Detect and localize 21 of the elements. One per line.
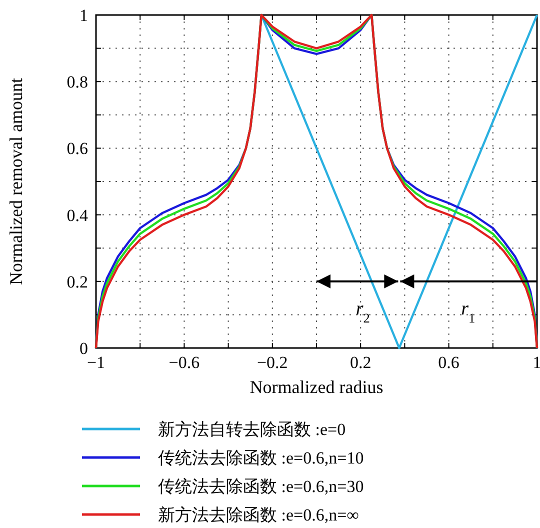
x-tick-label: −0.6	[168, 353, 200, 372]
y-axis-title: Normalized removal amount	[6, 78, 26, 285]
x-tick-label: 0.6	[438, 353, 460, 372]
y-tick-label: 1	[80, 6, 88, 25]
x-tick-label: −1	[86, 353, 106, 372]
y-tick-label: 0	[80, 338, 88, 358]
x-tick-label: −0.2	[256, 353, 288, 372]
legend-label: 传统法去除函数 :e=0.6,n=10	[158, 448, 364, 468]
y-tick-label: 0.2	[66, 272, 88, 292]
x-axis-title: Normalized radius	[250, 377, 384, 397]
line-series	[94, 14, 538, 350]
y-tick-label: 0.6	[66, 139, 88, 158]
y-tick-label: 0.4	[66, 206, 88, 225]
legend-label: 新方法自转去除函数 :e=0	[158, 420, 346, 439]
y-tick-label: 0.8	[66, 72, 88, 92]
annotation: r$_{1}$	[461, 298, 476, 326]
annotation: r$_{2}$	[356, 298, 370, 326]
legend-label: 传统法去除函数 :e=0.6,n=30	[158, 476, 364, 496]
x-tick-label: 1	[532, 353, 540, 372]
legend-label: 新方法去除函数 :e=0.6,n=∞	[158, 505, 359, 524]
x-tick-label: 0.2	[350, 353, 372, 372]
